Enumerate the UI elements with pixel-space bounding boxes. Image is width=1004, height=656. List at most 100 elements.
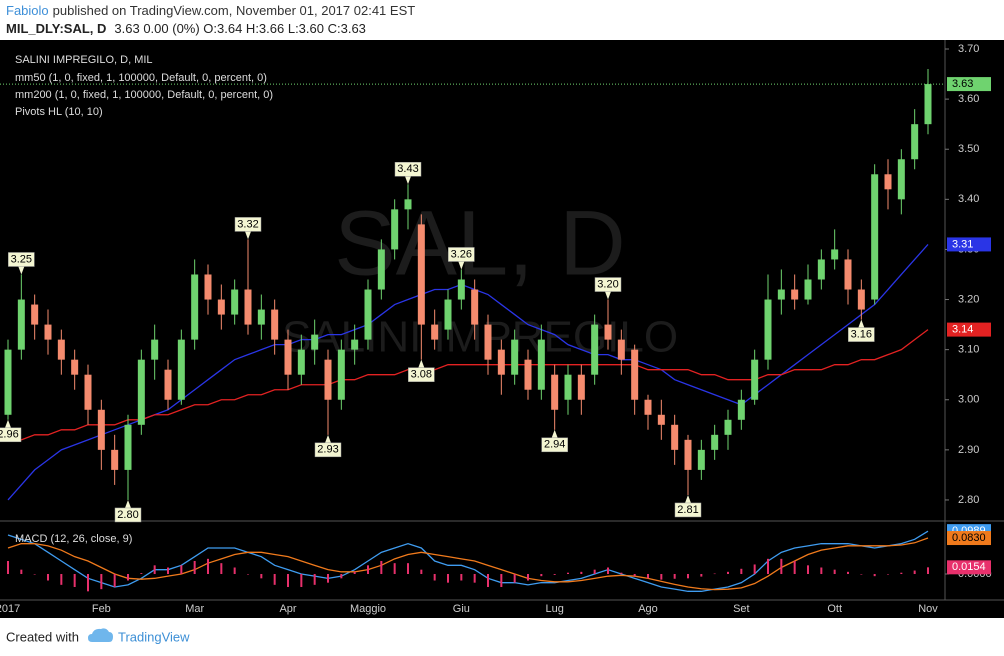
candle-body — [471, 289, 479, 325]
candle-body — [31, 304, 39, 325]
x-tick-label: Lug — [545, 603, 563, 615]
histogram-bar — [500, 574, 503, 587]
pivot-text: 3.43 — [397, 163, 418, 175]
candle-body — [857, 289, 865, 310]
candle-body — [137, 359, 145, 425]
histogram-bar — [367, 565, 369, 574]
y-tick-label: 3.60 — [958, 93, 979, 105]
candle-body — [604, 324, 612, 340]
histogram-bar — [340, 574, 343, 579]
histogram-bar — [220, 563, 223, 574]
y-tick-label: 3.50 — [958, 143, 979, 155]
candle-body — [777, 289, 785, 300]
candle-body — [631, 349, 639, 400]
legend-entry: mm200 (1, 0, fixed, 1, 100000, Default, … — [15, 89, 273, 101]
candle-body — [231, 289, 239, 315]
histogram-bar — [247, 574, 249, 575]
histogram-bar — [407, 563, 409, 574]
symbol: MIL_DLY:SAL, D — [6, 21, 106, 36]
pivot-label — [408, 367, 435, 382]
legend-entry: Pivots HL (10, 10) — [15, 106, 103, 118]
histogram-bar — [473, 574, 476, 583]
candle-body — [191, 274, 199, 340]
candle-body — [311, 334, 319, 350]
histogram-bar — [753, 564, 756, 574]
histogram-bar — [353, 571, 356, 574]
y-tick-label: 3.20 — [958, 293, 979, 305]
histogram-bar — [887, 574, 889, 575]
histogram-bar — [180, 565, 183, 574]
footer-brand[interactable]: TradingView — [118, 629, 190, 644]
candle-body — [844, 259, 852, 290]
pivot-pointer — [325, 434, 331, 443]
price-tag — [947, 322, 991, 337]
pivot-pointer — [551, 429, 558, 438]
price-tag-label: 3.63 — [952, 78, 973, 90]
histogram-bar — [793, 561, 796, 574]
pivot-label — [394, 162, 422, 177]
histogram-bar — [393, 563, 396, 574]
pivot-pointer — [858, 319, 865, 328]
y-tick-label: 2.80 — [958, 494, 979, 506]
histogram-bar — [847, 571, 849, 574]
histogram-bar — [660, 574, 663, 580]
histogram-bar — [193, 561, 196, 574]
histogram-bar — [420, 569, 423, 574]
histogram-bar — [73, 574, 76, 587]
candle-body — [457, 279, 465, 300]
histogram-bar — [100, 574, 103, 590]
histogram-bar — [700, 574, 703, 577]
legend-entry: mm50 (1, 0, fixed, 1, 100000, Default, 0… — [15, 72, 267, 84]
histogram-bar — [673, 574, 676, 579]
pivot-label — [848, 327, 875, 342]
indicator-line — [7, 537, 929, 591]
y-tick-label: 3.00 — [958, 394, 979, 406]
price-tag-label: 0.0154 — [952, 561, 986, 573]
x-tick-label: Ago — [638, 603, 658, 615]
chart-area — [0, 40, 1004, 618]
y-tick-label: 2.90 — [958, 444, 979, 456]
histogram-bar — [927, 567, 929, 574]
histogram-bar — [167, 567, 169, 574]
pivot-text: 3.08 — [411, 369, 432, 381]
chart-title: MACD (12, 26, close, 9) — [15, 533, 132, 545]
histogram-bar — [873, 574, 876, 577]
histogram-bar — [567, 572, 569, 574]
histogram-bar — [540, 574, 543, 577]
histogram-bar — [313, 574, 316, 585]
candle-body — [911, 124, 919, 160]
candle-body — [831, 249, 839, 260]
histogram-bar — [233, 567, 236, 574]
candle-body — [71, 359, 79, 375]
pivot-label — [314, 442, 342, 458]
candle-body — [657, 414, 665, 425]
histogram-bar — [740, 568, 743, 574]
pivot-label — [234, 217, 262, 232]
candle-body — [617, 339, 625, 360]
pivot-text: 2.94 — [544, 439, 565, 451]
candle-body — [511, 339, 519, 375]
histogram-bar — [607, 567, 609, 574]
histogram-bar — [727, 571, 729, 574]
pivot-label — [594, 277, 622, 292]
pivot-text: 3.20 — [597, 278, 618, 290]
watermark: SALINI IMPREGILO — [282, 313, 678, 362]
candle-body — [297, 349, 305, 375]
pivot-text: 2.81 — [677, 504, 698, 516]
price-tag-label: 0.0830 — [952, 532, 986, 544]
y-tick-label: 3.40 — [958, 193, 979, 205]
histogram-bar — [47, 574, 49, 581]
pivot-pointer — [405, 176, 411, 185]
histogram-bar — [87, 574, 89, 592]
x-tick-label: Mar — [185, 603, 204, 615]
author[interactable]: Fabiolo — [6, 3, 49, 18]
candle-body — [791, 289, 799, 300]
x-tick-label: 2017 — [0, 603, 20, 615]
candle-body — [57, 339, 65, 360]
histogram-bar — [113, 574, 116, 587]
candle-body — [4, 349, 12, 415]
logo[interactable] — [88, 628, 113, 642]
footer-created: Created with — [6, 629, 79, 644]
candle-body — [257, 309, 265, 325]
histogram-bar — [300, 574, 303, 587]
